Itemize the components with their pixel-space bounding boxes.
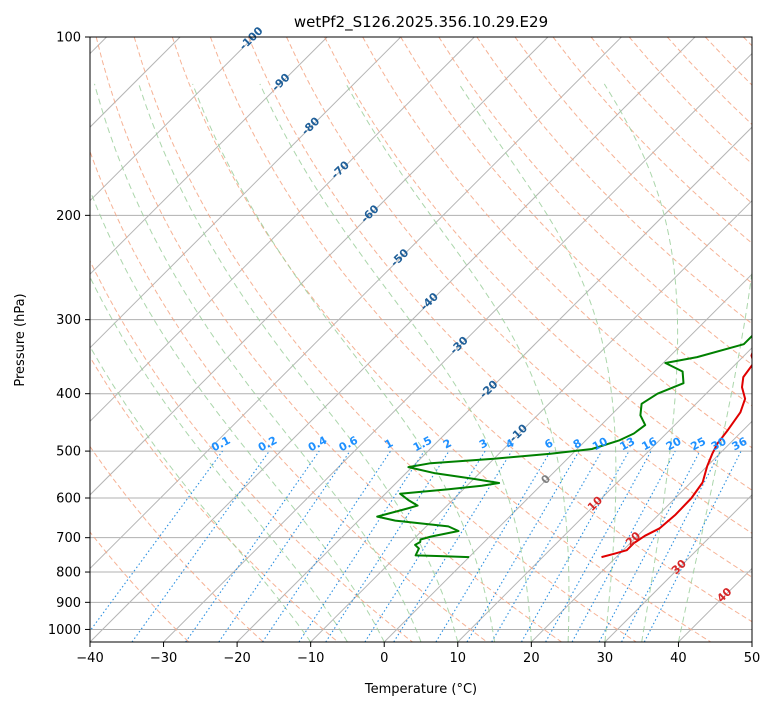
isotherm-line <box>457 347 752 642</box>
isotherm-line <box>90 37 622 570</box>
isotherm-line <box>383 273 752 642</box>
mixing-ratio-line <box>466 450 580 642</box>
moist-adiabat-line <box>458 83 617 642</box>
x-tick-label: 30 <box>597 651 614 666</box>
mixing-ratio-line <box>571 450 676 642</box>
mixing-ratio-label: 10 <box>590 435 610 454</box>
y-axis-label: Pressure (hPa) <box>13 293 28 386</box>
y-tick-label: 900 <box>56 596 81 611</box>
x-tick-label: 10 <box>450 651 467 666</box>
mixing-ratio-label: 16 <box>640 434 660 453</box>
mixing-ratio-label: 13 <box>618 435 638 454</box>
mixing-ratio-line <box>491 450 603 642</box>
isotherm-line <box>236 126 752 642</box>
dry-adiabat-line <box>90 445 264 642</box>
mixing-ratio-line <box>520 450 630 642</box>
y-tick-label: 300 <box>56 313 81 328</box>
moist-adiabat-line <box>192 83 496 642</box>
moist-adiabat-line <box>603 83 679 642</box>
mixing-ratio-label: 30 <box>709 435 729 454</box>
mixing-ratio-line <box>393 450 513 642</box>
isotherm-line <box>90 37 475 423</box>
isotherm-line <box>90 37 255 202</box>
isotherm-line <box>163 52 752 642</box>
isotherm-line <box>90 37 328 275</box>
y-tick-label: 400 <box>56 387 81 402</box>
dry-adiabat-line <box>90 531 190 642</box>
y-tick-label: 500 <box>56 445 81 460</box>
moist-adiabat-line <box>345 83 570 642</box>
y-tick-label: 100 <box>56 31 81 46</box>
x-tick-label: 0 <box>380 651 388 666</box>
dry-adiabat-line <box>171 37 712 642</box>
moist-adiabat-line <box>90 345 312 642</box>
dry-adiabat-line <box>476 37 752 325</box>
x-tick-label: 20 <box>523 651 540 666</box>
dry-adiabat-line <box>133 37 637 642</box>
x-axis-label: Temperature (°C) <box>364 682 477 697</box>
mixing-ratio-line <box>325 450 450 642</box>
mixing-ratio-line <box>218 450 351 642</box>
dry-adiabat-line <box>514 37 752 284</box>
mixing-ratio-label: 25 <box>688 435 708 454</box>
dry-adiabat-line <box>247 37 752 578</box>
isotherm-line <box>90 37 402 349</box>
mixing-ratio-label: 36 <box>730 435 750 454</box>
moist-adiabat-line <box>138 83 459 642</box>
x-tick-label: −40 <box>76 651 103 666</box>
moist-adiabat-line <box>94 83 422 642</box>
plot-frame <box>89 36 753 643</box>
x-tick-label: −20 <box>223 651 250 666</box>
moist-adiabat-line <box>90 188 385 642</box>
y-tick-label: 1000 <box>48 623 81 638</box>
dry-adiabat-line <box>362 37 752 449</box>
x-tick-label: 50 <box>744 651 761 666</box>
moist-adiabat-line <box>259 83 532 642</box>
dry-adiabat-line <box>324 37 752 491</box>
chart-title: wetPf2_S126.2025.356.10.29.E29 <box>294 13 548 32</box>
dry-adiabat-line <box>90 356 339 642</box>
isotherm-line <box>90 37 549 496</box>
x-tick-label: −10 <box>297 651 324 666</box>
isotherm-line <box>90 37 696 642</box>
dry-adiabat-line <box>90 150 488 642</box>
dry-adiabat-line <box>90 259 413 642</box>
dry-adiabat-line <box>400 37 752 407</box>
x-tick-label: −30 <box>150 651 177 666</box>
dry-adiabat-line <box>438 37 752 366</box>
mixing-ratio-line <box>545 450 652 642</box>
y-tick-label: 700 <box>56 531 81 546</box>
y-tick-label: 800 <box>56 566 81 581</box>
mixing-ratio-label: 20 <box>664 434 684 453</box>
y-tick-label: 600 <box>56 492 81 507</box>
isotherm-line <box>530 420 752 642</box>
dry-adiabat-line <box>95 37 562 642</box>
dry-adiabat-line <box>209 37 752 623</box>
temperature-profile-line <box>601 350 752 559</box>
x-tick-label: 40 <box>670 651 687 666</box>
mixing-ratio-line <box>435 450 551 642</box>
isotherm-line <box>604 494 752 642</box>
moist-adiabat-line <box>677 269 752 642</box>
y-tick-label: 200 <box>56 209 81 224</box>
mixing-ratio-line <box>364 450 486 642</box>
mixing-ratio-line <box>185 450 320 642</box>
dewpoint-profile-line <box>376 334 752 559</box>
moist-adiabat-line <box>90 275 348 642</box>
